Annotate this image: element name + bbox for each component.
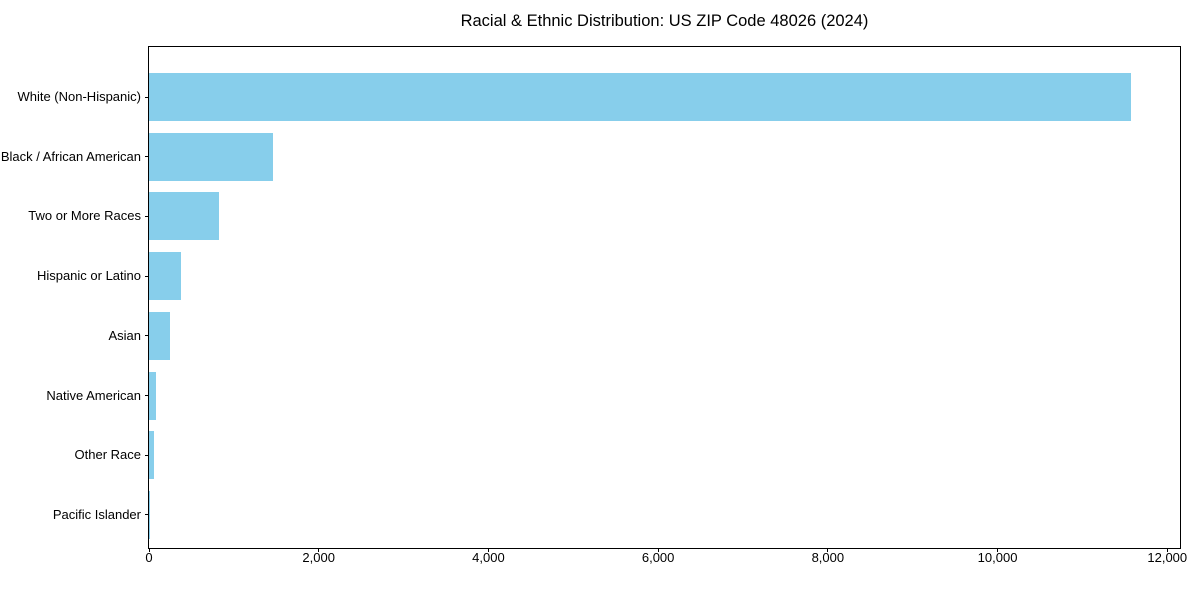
y-tick-mark	[145, 156, 149, 158]
y-tick-label: Black / African American	[0, 148, 141, 164]
plot-area: White (Non-Hispanic) Black / African Amer…	[1, 46, 1187, 565]
x-tick-mark	[657, 548, 659, 552]
chart-title: Racial & Ethnic Distribution: US ZIP Cod…	[460, 12, 869, 30]
x-tick-mark	[487, 548, 489, 552]
y-tick-mark	[145, 454, 149, 456]
x-tick-mark	[997, 548, 999, 552]
bar-white-non-hispanic	[149, 73, 1132, 121]
x-tick-mark	[148, 548, 150, 552]
bar-two-or-more-races	[149, 192, 219, 241]
x-tick-mark	[1166, 548, 1168, 552]
y-tick-label: Two or More Races	[28, 208, 141, 224]
y-tick-mark	[145, 96, 149, 98]
y-tick-mark	[145, 335, 149, 337]
bar-other-race	[149, 431, 154, 480]
x-tick-label: 12,000	[1147, 550, 1188, 565]
bar-black-african-american	[149, 132, 274, 181]
y-tick-label: Pacific Islander	[52, 506, 141, 522]
y-tick-mark	[145, 395, 149, 397]
x-tick-mark	[318, 548, 320, 552]
y-tick-mark	[145, 275, 149, 277]
x-tick-label: 0	[145, 550, 153, 565]
x-tick-label: 4,000	[472, 550, 505, 565]
bar-hispanic-or-latino	[149, 252, 182, 301]
x-tick-label: 6,000	[641, 550, 675, 565]
y-tick-label: Asian	[108, 327, 141, 343]
y-tick-mark	[145, 215, 149, 217]
y-tick-mark	[145, 514, 149, 516]
x-tick-label: 8,000	[811, 550, 845, 565]
y-tick-label: Other Race	[74, 447, 141, 463]
x-tick-mark	[827, 548, 829, 552]
y-tick-label: White (Non-Hispanic)	[17, 89, 141, 104]
x-tick-label: 10,000	[977, 550, 1018, 565]
bar-asian	[149, 311, 170, 360]
y-tick-label: Hispanic or Latino	[36, 268, 141, 284]
y-tick-label: Native American	[46, 387, 141, 403]
bar-native-american	[149, 371, 156, 420]
x-tick-label: 2,000	[302, 550, 335, 565]
